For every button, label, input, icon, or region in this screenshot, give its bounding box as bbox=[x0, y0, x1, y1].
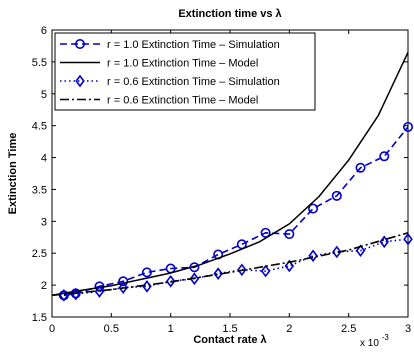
data-point bbox=[284, 229, 295, 240]
y-tick-label: 4 bbox=[41, 153, 47, 165]
data-point bbox=[59, 288, 69, 302]
data-point bbox=[141, 267, 152, 278]
data-point bbox=[118, 281, 128, 294]
x-axis-multiplier-exponent: -3 bbox=[382, 333, 390, 342]
data-point bbox=[213, 267, 223, 280]
data-point bbox=[402, 121, 413, 132]
data-point bbox=[379, 151, 390, 162]
y-axis-title: Extinction Time bbox=[7, 133, 19, 215]
x-tick-label: 2.5 bbox=[341, 323, 356, 335]
data-point bbox=[332, 245, 342, 259]
y-tick-label: 5 bbox=[41, 89, 47, 101]
data-point bbox=[70, 287, 81, 301]
data-point bbox=[355, 162, 366, 173]
y-tick-label: 2 bbox=[41, 280, 47, 292]
y-tick-label: 6 bbox=[41, 25, 47, 37]
legend-box bbox=[54, 32, 316, 111]
data-point bbox=[308, 249, 318, 263]
x-axis-title: Contact rate λ bbox=[193, 334, 266, 346]
series-line bbox=[51, 51, 409, 297]
x-tick-label: 1 bbox=[168, 323, 174, 335]
series-3 bbox=[59, 232, 413, 302]
data-point bbox=[260, 227, 271, 238]
y-tick-label: 1.5 bbox=[32, 312, 47, 324]
legend-label: r = 1.0 Extinction Time – Simulation bbox=[107, 39, 280, 51]
series-4 bbox=[51, 232, 409, 297]
data-point bbox=[284, 259, 295, 273]
data-point bbox=[403, 232, 413, 246]
legend-swatch-marker bbox=[75, 74, 85, 88]
legend-label: r = 0.6 Extinction Time – Model bbox=[107, 95, 258, 107]
x-tick-label: 0 bbox=[49, 323, 55, 335]
data-point bbox=[308, 203, 319, 214]
x-axis-multiplier-base: x 10 bbox=[360, 338, 379, 349]
legend-swatch-marker bbox=[75, 38, 86, 49]
series-line bbox=[63, 126, 409, 297]
legend-label: r = 1.0 Extinction Time – Model bbox=[107, 58, 258, 70]
data-point bbox=[355, 244, 366, 258]
x-tick-label: 3 bbox=[405, 323, 411, 335]
data-point bbox=[94, 285, 105, 298]
x-tick-label: 2 bbox=[286, 323, 292, 335]
data-point bbox=[237, 263, 247, 277]
data-point bbox=[118, 276, 129, 287]
chart-title: Extinction time vs λ bbox=[178, 8, 281, 20]
data-point bbox=[165, 274, 176, 288]
legend-label: r = 0.6 Extinction Time – Simulation bbox=[107, 76, 280, 88]
x-axis-multiplier: x 10 -3 bbox=[360, 333, 389, 349]
data-point bbox=[379, 235, 390, 249]
y-tick-label: 3.5 bbox=[32, 184, 47, 196]
data-point bbox=[189, 272, 200, 286]
y-tick-label: 2.5 bbox=[32, 248, 47, 260]
y-tick-label: 4.5 bbox=[32, 121, 47, 133]
x-tick-label: 0.5 bbox=[104, 323, 119, 335]
series-line bbox=[51, 232, 409, 297]
y-tick-label: 3 bbox=[41, 216, 47, 228]
data-point bbox=[260, 264, 271, 278]
series-2 bbox=[51, 51, 409, 297]
data-point bbox=[331, 190, 342, 201]
x-tick-label: 1.5 bbox=[222, 323, 237, 335]
y-tick-label: 5.5 bbox=[32, 57, 47, 69]
